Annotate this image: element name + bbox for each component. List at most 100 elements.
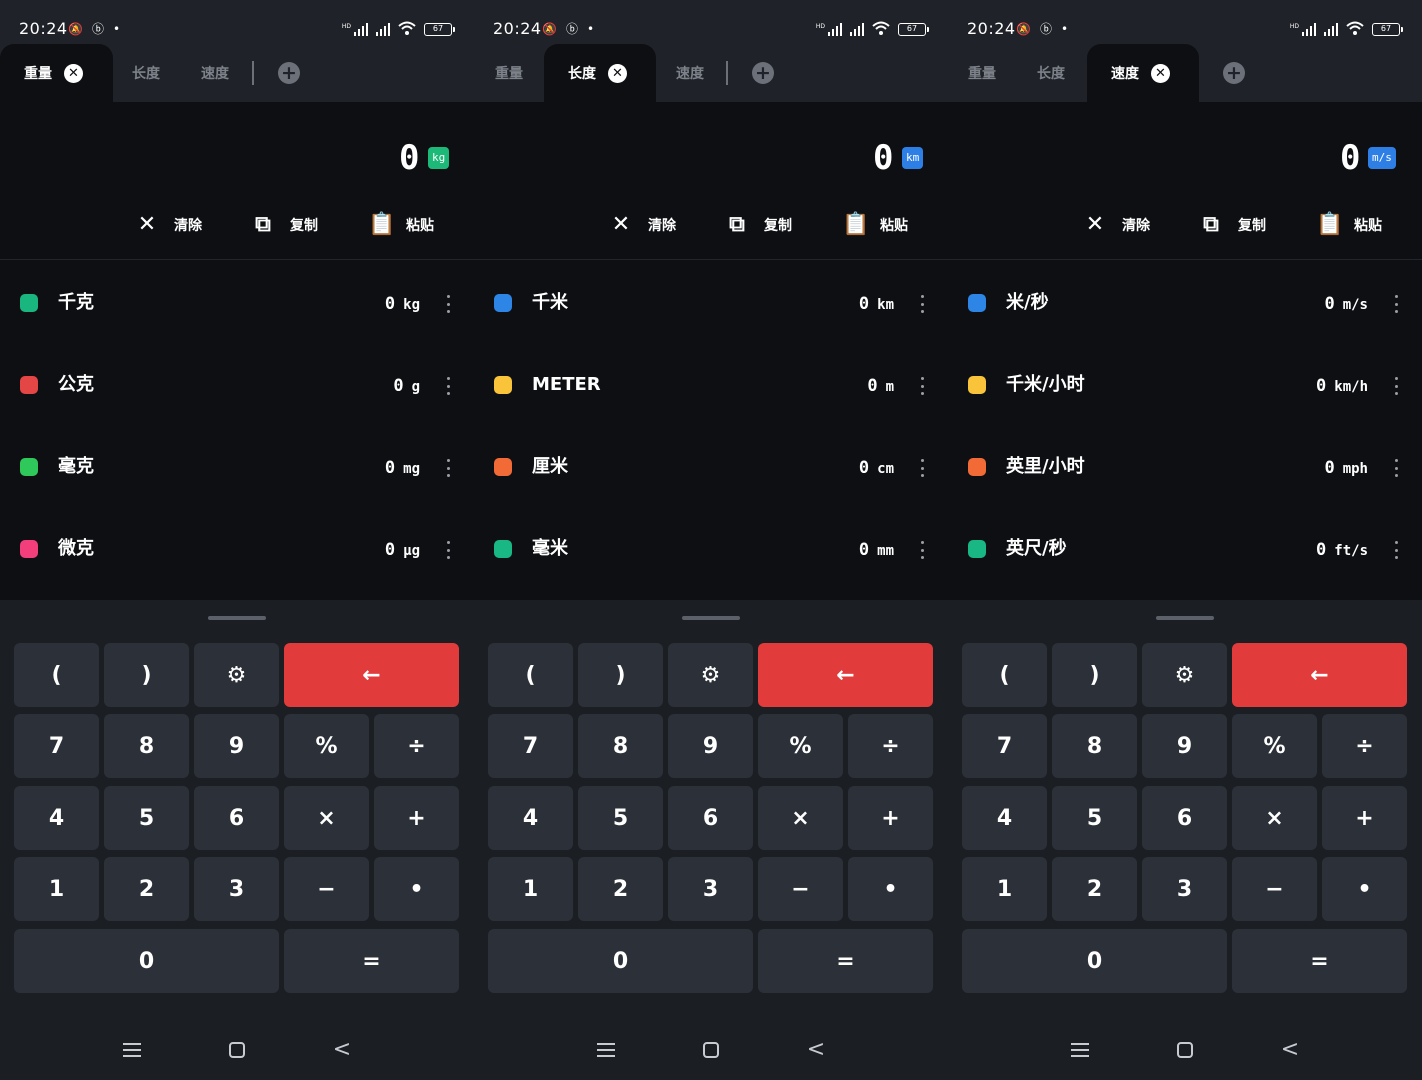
percent-key[interactable]: % [1232, 714, 1317, 778]
equals-key[interactable]: = [758, 929, 933, 993]
paste-button[interactable]: 📋 粘贴 [368, 208, 434, 242]
unit-row[interactable]: 微克 0 μg [0, 508, 474, 590]
key-9[interactable]: 9 [668, 714, 753, 778]
unit-row[interactable]: 千米 0 km [474, 262, 948, 344]
key-6[interactable]: 6 [668, 786, 753, 850]
tab-weight[interactable]: 重量 ✕ [0, 44, 113, 102]
close-paren-key[interactable]: ) [104, 643, 189, 707]
unit-row[interactable]: 米/秒 0 m/s [948, 262, 1422, 344]
multiply-key[interactable]: × [1232, 786, 1317, 850]
open-paren-key[interactable]: ( [962, 643, 1047, 707]
settings-key[interactable]: ⚙ [668, 643, 753, 707]
tab-weight[interactable]: 重量 [495, 44, 523, 102]
key-9[interactable]: 9 [1142, 714, 1227, 778]
tab-length[interactable]: 长度 [132, 44, 160, 102]
drag-handle[interactable] [1156, 616, 1214, 620]
add-tab-icon[interactable]: + [278, 62, 300, 84]
key-7[interactable]: 7 [962, 714, 1047, 778]
unit-row[interactable]: 毫米 0 mm [474, 508, 948, 590]
backspace-key[interactable]: ← [1232, 643, 1407, 707]
decimal-key[interactable]: • [848, 857, 933, 921]
divide-key[interactable]: ÷ [1322, 714, 1407, 778]
key-8[interactable]: 8 [578, 714, 663, 778]
back-button[interactable]: < [330, 1038, 354, 1062]
key-2[interactable]: 2 [578, 857, 663, 921]
drag-handle[interactable] [682, 616, 740, 620]
more-vert-icon[interactable] [446, 377, 450, 395]
tab-speed[interactable]: 速度 [201, 44, 229, 102]
key-8[interactable]: 8 [1052, 714, 1137, 778]
key-1[interactable]: 1 [14, 857, 99, 921]
key-7[interactable]: 7 [14, 714, 99, 778]
drag-handle[interactable] [208, 616, 266, 620]
key-6[interactable]: 6 [194, 786, 279, 850]
unit-row[interactable]: 厘米 0 cm [474, 426, 948, 508]
recents-button[interactable] [1068, 1038, 1092, 1062]
decimal-key[interactable]: • [374, 857, 459, 921]
key-8[interactable]: 8 [104, 714, 189, 778]
unit-row[interactable]: 毫克 0 mg [0, 426, 474, 508]
more-vert-icon[interactable] [920, 377, 924, 395]
key-3[interactable]: 3 [668, 857, 753, 921]
key-2[interactable]: 2 [104, 857, 189, 921]
more-vert-icon[interactable] [446, 295, 450, 313]
back-button[interactable]: < [1278, 1038, 1302, 1062]
unit-row[interactable]: 公克 0 g [0, 344, 474, 426]
key-4[interactable]: 4 [14, 786, 99, 850]
percent-key[interactable]: % [758, 714, 843, 778]
key-0[interactable]: 0 [962, 929, 1227, 993]
key-3[interactable]: 3 [194, 857, 279, 921]
close-icon[interactable]: ✕ [64, 63, 83, 83]
key-6[interactable]: 6 [1142, 786, 1227, 850]
open-paren-key[interactable]: ( [14, 643, 99, 707]
paste-button[interactable]: 📋 粘贴 [1316, 208, 1382, 242]
more-vert-icon[interactable] [446, 459, 450, 477]
more-vert-icon[interactable] [920, 541, 924, 559]
key-0[interactable]: 0 [14, 929, 279, 993]
more-vert-icon[interactable] [446, 541, 450, 559]
add-tab-icon[interactable]: + [1223, 62, 1245, 84]
key-7[interactable]: 7 [488, 714, 573, 778]
more-vert-icon[interactable] [1394, 541, 1398, 559]
tab-weight[interactable]: 重量 [968, 44, 996, 102]
key-4[interactable]: 4 [488, 786, 573, 850]
close-icon[interactable]: ✕ [608, 63, 627, 83]
tab-speed[interactable]: 速度 ✕ [1087, 44, 1199, 102]
key-4[interactable]: 4 [962, 786, 1047, 850]
divide-key[interactable]: ÷ [374, 714, 459, 778]
divide-key[interactable]: ÷ [848, 714, 933, 778]
settings-key[interactable]: ⚙ [194, 643, 279, 707]
tab-length[interactable]: 长度 ✕ [544, 44, 656, 102]
more-vert-icon[interactable] [920, 459, 924, 477]
unit-row[interactable]: 英里/小时 0 mph [948, 426, 1422, 508]
minus-key[interactable]: − [1232, 857, 1317, 921]
add-tab-icon[interactable]: + [752, 62, 774, 84]
minus-key[interactable]: − [284, 857, 369, 921]
close-paren-key[interactable]: ) [578, 643, 663, 707]
copy-button[interactable]: ⧉ 复制 [252, 208, 318, 242]
unit-row[interactable]: METER 0 m [474, 344, 948, 426]
home-button[interactable] [1173, 1038, 1197, 1062]
recents-button[interactable] [594, 1038, 618, 1062]
key-1[interactable]: 1 [962, 857, 1047, 921]
plus-key[interactable]: + [1322, 786, 1407, 850]
key-0[interactable]: 0 [488, 929, 753, 993]
clear-button[interactable]: ✕ 清除 [610, 208, 676, 242]
plus-key[interactable]: + [848, 786, 933, 850]
close-icon[interactable]: ✕ [1151, 63, 1170, 83]
key-2[interactable]: 2 [1052, 857, 1137, 921]
more-vert-icon[interactable] [1394, 377, 1398, 395]
clear-button[interactable]: ✕ 清除 [136, 208, 202, 242]
settings-key[interactable]: ⚙ [1142, 643, 1227, 707]
home-button[interactable] [699, 1038, 723, 1062]
percent-key[interactable]: % [284, 714, 369, 778]
key-5[interactable]: 5 [1052, 786, 1137, 850]
unit-row[interactable]: 英尺/秒 0 ft/s [948, 508, 1422, 590]
key-1[interactable]: 1 [488, 857, 573, 921]
backspace-key[interactable]: ← [284, 643, 459, 707]
copy-button[interactable]: ⧉ 复制 [1200, 208, 1266, 242]
tab-speed[interactable]: 速度 [676, 44, 704, 102]
equals-key[interactable]: = [284, 929, 459, 993]
home-button[interactable] [225, 1038, 249, 1062]
tab-length[interactable]: 长度 [1037, 44, 1065, 102]
